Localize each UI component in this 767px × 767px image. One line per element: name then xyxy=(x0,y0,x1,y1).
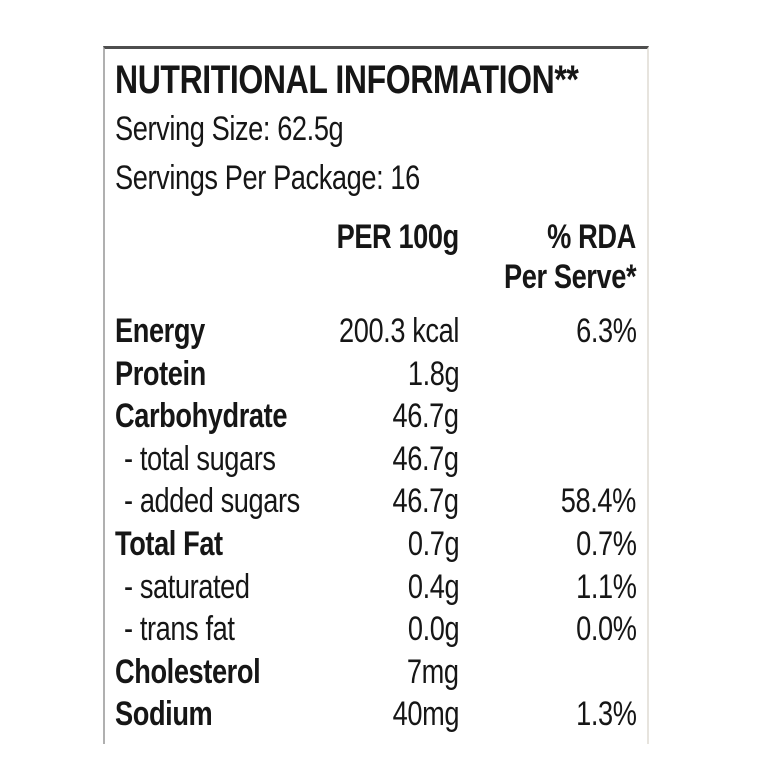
row-nutrient: Protein xyxy=(115,354,206,393)
row-nutrient: - added sugars xyxy=(124,482,300,521)
nutrition-rows: Energy 200.3 kcal 6.3% Protein 1.8g Carb… xyxy=(115,310,637,736)
row-per100g: 1.8g xyxy=(407,354,460,393)
row-rda: 0.0% xyxy=(575,610,637,649)
table-row: Energy 200.3 kcal 6.3% xyxy=(115,310,637,353)
column-header-row: PER 100g % RDA Per Serve* xyxy=(115,217,637,297)
row-rda: 0.7% xyxy=(575,524,637,563)
row-per100g: 40mg xyxy=(392,695,460,734)
row-rda: 1.1% xyxy=(575,567,637,606)
label-title: NUTRITIONAL INFORMATION** xyxy=(115,58,579,102)
row-nutrient: Total Fat xyxy=(115,524,223,563)
row-per100g: 0.4g xyxy=(407,567,460,606)
row-rda xyxy=(459,651,636,694)
serving-size-line: Serving Size: 62.5g xyxy=(115,110,344,148)
nutrition-label: NUTRITIONAL INFORMATION** Serving Size: … xyxy=(103,46,649,744)
table-row: - saturated 0.4g 1.1% xyxy=(115,566,637,609)
row-rda: 1.3% xyxy=(575,695,637,734)
table-row: Sodium 40mg 1.3% xyxy=(115,693,637,736)
table-row: Cholesterol 7mg xyxy=(115,651,634,694)
table-row: - trans fat 0.0g 0.0% xyxy=(115,608,637,651)
table-row: Protein 1.8g xyxy=(115,353,634,396)
row-rda xyxy=(459,395,636,438)
row-rda xyxy=(459,438,636,481)
row-rda: 58.4% xyxy=(560,482,637,521)
row-nutrient: Carbohydrate xyxy=(115,397,288,436)
table-row: - total sugars 46.7g xyxy=(115,438,634,481)
row-per100g: 0.7g xyxy=(407,524,460,563)
column-header-rda-per-serve: % RDA Per Serve* xyxy=(503,218,637,296)
row-rda xyxy=(459,353,636,396)
table-row: - added sugars 46.7g 58.4% xyxy=(115,480,637,523)
table-row: Total Fat 0.7g 0.7% xyxy=(115,523,637,566)
row-per100g: 0.0g xyxy=(407,610,460,649)
row-per100g: 46.7g xyxy=(392,397,459,436)
row-per100g: 7mg xyxy=(407,652,459,691)
row-nutrient: Cholesterol xyxy=(115,652,261,691)
servings-per-package-line: Servings Per Package: 16 xyxy=(115,159,420,197)
row-per100g: 200.3 kcal xyxy=(339,312,459,350)
row-nutrient: - saturated xyxy=(124,567,250,606)
row-nutrient: Sodium xyxy=(115,695,213,734)
column-header-per-100g: PER 100g xyxy=(336,218,460,256)
row-rda: 6.3% xyxy=(575,312,637,350)
row-nutrient: - total sugars xyxy=(124,439,276,478)
table-row: Carbohydrate 46.7g xyxy=(115,395,634,438)
row-nutrient: - trans fat xyxy=(124,610,235,649)
row-per100g: 46.7g xyxy=(392,482,459,521)
row-nutrient: Energy xyxy=(115,312,205,350)
row-per100g: 46.7g xyxy=(392,439,459,478)
